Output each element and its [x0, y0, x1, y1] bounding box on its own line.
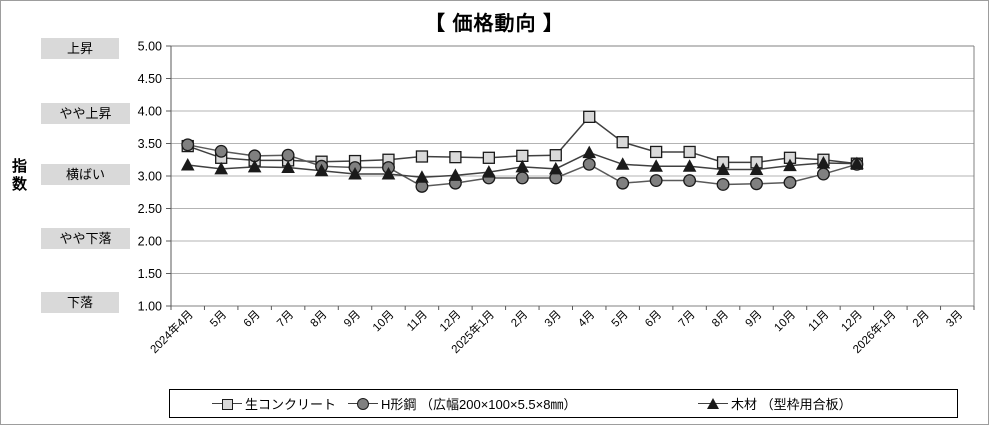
circle-marker — [783, 176, 797, 189]
circle-marker — [281, 148, 295, 162]
x-tick-label: 3月 — [944, 309, 965, 330]
y-tick-label: 3.50 — [138, 137, 162, 151]
level-label-flat: 横ばい — [41, 164, 130, 185]
triangle-marker — [214, 161, 228, 175]
y-tick-label: 1.00 — [138, 300, 162, 314]
triangle-marker — [247, 159, 262, 173]
x-tick-label: 9月 — [743, 309, 764, 330]
x-tick-label: 5月 — [208, 309, 229, 330]
series-markers-1 — [181, 138, 864, 193]
y-tick-label: 3.00 — [138, 170, 162, 184]
square-marker — [549, 149, 562, 162]
x-tick-label: 4月 — [576, 309, 597, 330]
x-tick-label: 10月 — [371, 309, 397, 335]
triangle-marker-icon — [698, 397, 728, 411]
triangle-marker — [649, 159, 663, 172]
circle-marker — [649, 174, 663, 188]
circle-marker — [683, 174, 697, 188]
circle-marker — [750, 177, 763, 191]
triangle-marker — [816, 156, 831, 169]
x-tick-label: 7月 — [275, 309, 296, 330]
x-tick-label: 9月 — [342, 309, 363, 330]
x-tick-label: 2月 — [509, 309, 530, 330]
circle-marker — [582, 157, 596, 171]
level-label-slight-fall: やや下落 — [41, 228, 130, 249]
triangle-marker — [314, 163, 329, 177]
triangle-marker — [682, 159, 697, 172]
square-marker — [649, 145, 663, 159]
triangle-marker — [415, 170, 429, 183]
y-tick-label: 2.00 — [138, 235, 162, 249]
triangle-marker — [548, 161, 563, 175]
x-tick-label: 2024年4月 — [147, 307, 196, 356]
x-tick-label: 8月 — [309, 309, 330, 330]
triangle-marker — [381, 167, 396, 180]
triangle-marker — [783, 158, 797, 172]
legend-item-wood: 木材 （型枠用合板） — [698, 390, 852, 417]
x-tick-label: 10月 — [772, 309, 798, 335]
triangle-marker — [281, 160, 295, 174]
triangle-marker — [448, 168, 463, 181]
x-tick-label: 11月 — [405, 309, 430, 334]
y-axis-title: 指数 — [10, 158, 27, 194]
circle-marker — [214, 144, 228, 158]
triangle-marker — [482, 165, 496, 178]
square-marker — [482, 151, 496, 164]
triangle-marker — [850, 156, 864, 170]
y-tick-label: 1.50 — [138, 267, 162, 281]
legend-label-h-beam: H形鋼 （広幅200×100×5.5×8㎜） — [381, 397, 577, 412]
triangle-marker — [515, 159, 530, 173]
x-tick-label: 6月 — [643, 309, 664, 330]
legend-item-h-beam: H形鋼 （広幅200×100×5.5×8㎜） — [348, 390, 576, 417]
level-label-rise: 上昇 — [41, 38, 119, 59]
x-tick-label: 12月 — [438, 309, 464, 335]
legend-label-concrete: 生コンクリート — [245, 397, 337, 412]
x-tick-label: 6月 — [242, 309, 263, 330]
y-tick-label: 2.50 — [138, 202, 162, 216]
x-tick-label: 11月 — [806, 309, 831, 334]
triangle-marker — [582, 145, 597, 159]
legend-item-concrete: 生コンクリート — [212, 390, 336, 417]
square-marker — [683, 145, 696, 159]
legend: 生コンクリート H形鋼 （広幅200×100×5.5×8㎜） 木材 （型枠用合板… — [169, 389, 958, 418]
chart-title: 【 価格動向 】 — [424, 13, 565, 35]
x-tick-label: 7月 — [677, 309, 698, 330]
x-tick-label: 5月 — [610, 309, 631, 330]
square-marker-icon — [212, 397, 242, 411]
y-tick-label: 5.00 — [138, 40, 162, 54]
x-tick-label: 8月 — [710, 309, 731, 330]
level-label-fall: 下落 — [41, 292, 119, 313]
series-markers-2 — [180, 145, 864, 183]
square-marker — [449, 150, 462, 164]
x-tick-label: 3月 — [543, 309, 564, 330]
circle-marker — [616, 176, 630, 190]
level-label-slight-rise: やや上昇 — [41, 103, 130, 124]
square-marker — [516, 149, 529, 163]
legend-label-wood: 木材 （型枠用合板） — [731, 397, 852, 412]
circle-marker — [816, 167, 830, 181]
square-marker — [415, 150, 429, 163]
circle-marker — [515, 171, 529, 185]
triangle-marker — [615, 157, 630, 170]
y-tick-label: 4.00 — [138, 105, 162, 119]
circle-marker — [181, 138, 195, 152]
triangle-marker — [180, 157, 195, 171]
triangle-marker — [348, 167, 362, 180]
square-marker — [616, 136, 629, 149]
square-marker — [583, 110, 596, 123]
circle-marker-icon — [348, 397, 378, 411]
x-tick-label: 12月 — [839, 309, 865, 335]
y-tick-label: 4.50 — [138, 72, 162, 86]
triangle-marker — [749, 162, 764, 175]
circle-marker — [716, 177, 730, 191]
triangle-marker — [716, 162, 730, 175]
x-tick-label: 2月 — [911, 309, 932, 330]
